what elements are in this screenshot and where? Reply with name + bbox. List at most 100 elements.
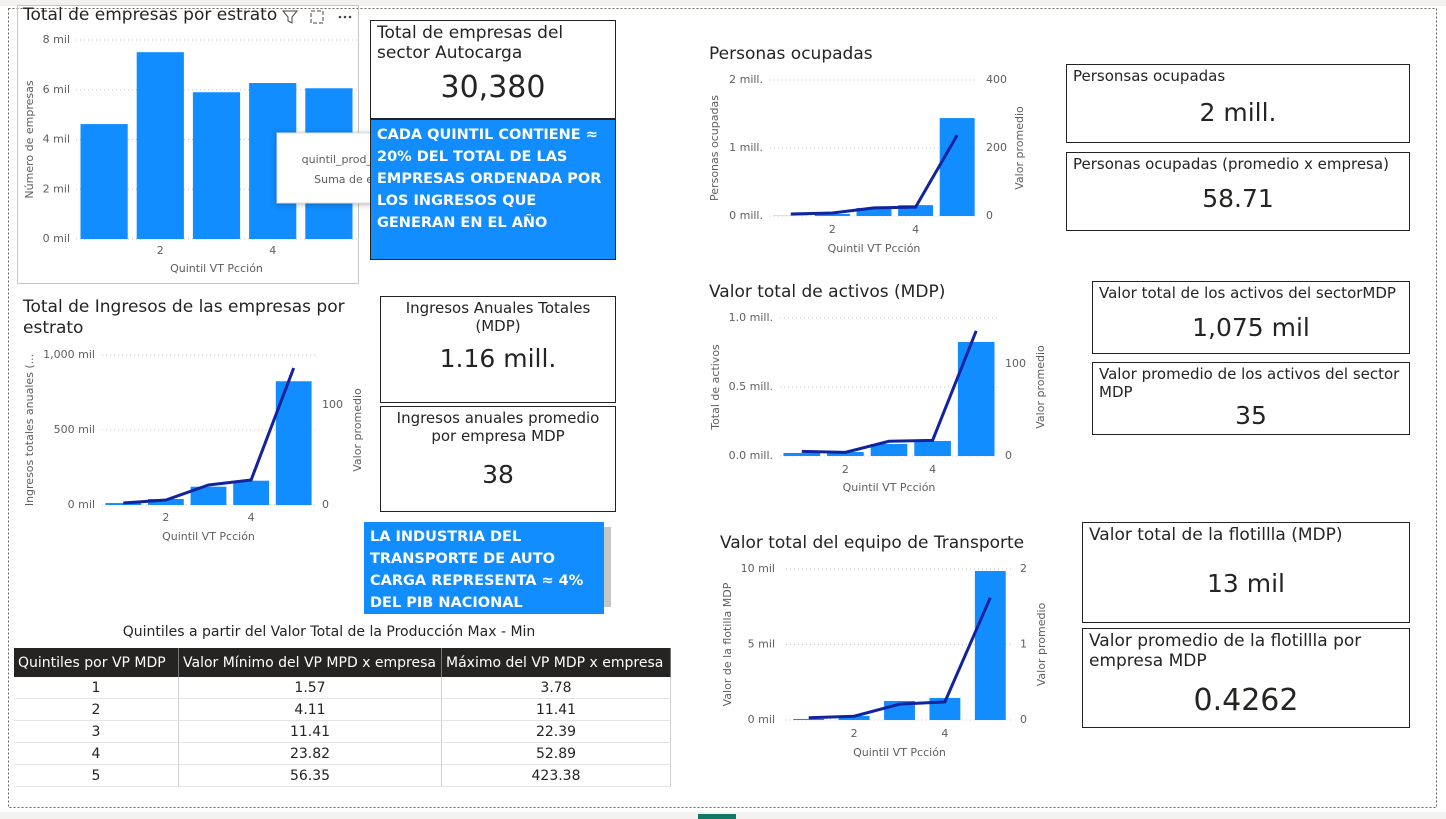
y-tick-label: 5 mil (748, 638, 775, 651)
table: Quintiles por VP MDP Valor Mínimo del VP … (14, 648, 671, 787)
bar (856, 207, 892, 216)
column-header[interactable]: Quintiles por VP MDP (14, 648, 179, 677)
y-tick-label: 2 mill. (729, 73, 763, 86)
x-axis-label: Quintil VT Pcción (828, 242, 921, 255)
y-axis-label: Total de activos (709, 344, 722, 431)
y-tick-label: 6 mil (43, 83, 70, 96)
y-axis-label: Personas ocupadas (708, 95, 721, 201)
y-tick-label: 0.0 mill. (729, 449, 773, 462)
line (801, 330, 978, 454)
x-tick-label: 4 (269, 244, 276, 257)
table-title: Quintiles a partir del Valor Total de la… (122, 624, 536, 640)
card: Ingresos Anuales Totales (MDP) 1.16 mill. (380, 296, 616, 403)
y-tick-label: 0 mil (748, 713, 775, 726)
card: Valor promedio de la flotillla por empre… (1082, 628, 1410, 728)
bar (783, 452, 821, 456)
y-tick-label: 2 mil (43, 182, 70, 195)
y2-axis-label: Valor promedio (1035, 603, 1048, 687)
chart: 0.0 mill. 0.5 mill. 1.0 mill. 0 100 2 4 Quintil… (709, 311, 1047, 494)
bar (192, 92, 241, 239)
y-tick-label: 1.0 mill. (729, 311, 773, 324)
card: Ingresos anuales promedio por empresa MD… (380, 406, 616, 512)
bar (838, 715, 870, 720)
visual-header-icons (281, 10, 352, 24)
x-axis-label: Quintil VT Pcción (853, 746, 946, 759)
card-title: Ingresos anuales promedio por empresa MD… (396, 409, 600, 445)
more-options-icon[interactable] (348, 15, 352, 19)
bar (898, 205, 934, 216)
card-value: 35 (1235, 401, 1267, 430)
chart-title: Total de empresas por estrato (23, 5, 278, 25)
y-axis-label: Número de empresas (23, 80, 36, 198)
bar (827, 451, 864, 456)
line (123, 367, 296, 505)
y-tick-label: 8 mil (43, 33, 70, 46)
bar (870, 443, 908, 456)
table-cell: 22.39 (441, 720, 671, 743)
header-row: Quintiles por VP MDP Valor Mínimo del VP … (14, 648, 671, 677)
table-row: 4 23.82 52.89 (14, 742, 671, 765)
card: Valor total de la flotillla (MDP) 13 mil (1082, 522, 1410, 623)
x-tick-label: 4 (929, 463, 936, 476)
more-options-icon[interactable] (338, 15, 342, 19)
canvas-border (8, 8, 1437, 808)
card-title: Personsas ocupadas (1073, 67, 1226, 85)
chart: 0 mil 500 mil 1,000 mil 0 100 2 4 Quintil VT Pc… (23, 348, 364, 543)
card: Personsas ocupadas 2 mill. (1066, 64, 1410, 143)
y-axis-label: Valor de la flotilla MDP (721, 582, 734, 706)
chart: 0 mil 5 mil 10 mil 0 1 2 2 4 Quintil VT Pcción Va… (721, 562, 1048, 759)
x-tick-label: 4 (248, 511, 255, 524)
y2-axis-label: Valor promedio (351, 388, 364, 472)
chart-title: Valor total del equipo de Transporte (720, 533, 1025, 553)
table-cell: 2 (14, 698, 179, 721)
x-tick-label: 4 (912, 223, 919, 236)
line (808, 597, 992, 720)
bar (190, 486, 227, 505)
column-header[interactable]: Valor Mínimo del VP MPD x empresa (178, 648, 442, 677)
more-options-icon[interactable] (343, 15, 347, 19)
y2-tick-label: 0 (986, 209, 993, 222)
y-tick-label: 0 mill. (729, 209, 763, 222)
table-cell: 4 (14, 742, 179, 765)
table-cell: 52.89 (441, 742, 671, 765)
table-cell: 423.38 (441, 764, 671, 787)
y-tick-label: 500 mil (54, 423, 95, 436)
y-tick-label: 0.5 mill. (729, 380, 773, 393)
card-value: 0.4262 (1193, 683, 1299, 718)
bar (148, 499, 184, 505)
card-title: Ingresos Anuales Totales (MDP) (405, 299, 591, 335)
card-title: Valor total de la flotillla (MDP) (1089, 525, 1343, 545)
scrollbar[interactable] (601, 527, 611, 607)
filter-icon[interactable] (281, 10, 299, 24)
ribbon-strip (0, 0, 1446, 6)
x-axis-label: Quintil VT Pcción (162, 530, 255, 543)
table-cell: 23.82 (178, 742, 442, 765)
y2-tick-label: 2 (1020, 562, 1027, 575)
y-tick-label: 0 mil (43, 232, 70, 245)
card: Valor total de los activos del sectorMDP… (1092, 281, 1410, 354)
x-axis-label: Quintil VT Pcción (170, 262, 263, 275)
bar (914, 440, 951, 456)
y2-tick-label: 100 (322, 398, 343, 411)
focus-mode-icon[interactable] (310, 10, 324, 24)
card-value: 30,380 (440, 70, 546, 105)
bar (793, 718, 825, 720)
table-cell: 1 (14, 677, 179, 699)
table-cell: 56.35 (178, 764, 442, 787)
card-value: 58.71 (1202, 184, 1274, 213)
bar (80, 124, 128, 239)
card-title: Total de empresas del sector Autocarga (377, 23, 564, 63)
card: Total de empresas del sector Autocarga 30… (370, 20, 616, 119)
card-value: 38 (482, 460, 514, 489)
active-tab[interactable] (698, 814, 736, 819)
x-axis-label: Quintil VT Pcción (843, 481, 936, 494)
card-title: Valor promedio de la flotillla por empre… (1089, 631, 1362, 671)
y2-axis-label: Valor promedio (1034, 345, 1047, 429)
bar (814, 213, 850, 216)
column-header[interactable]: Máximo del VP MDP x empresa (441, 648, 671, 677)
card-value: 2 mill. (1199, 98, 1277, 127)
x-tick-label: 2 (851, 727, 858, 740)
bar (136, 52, 184, 239)
